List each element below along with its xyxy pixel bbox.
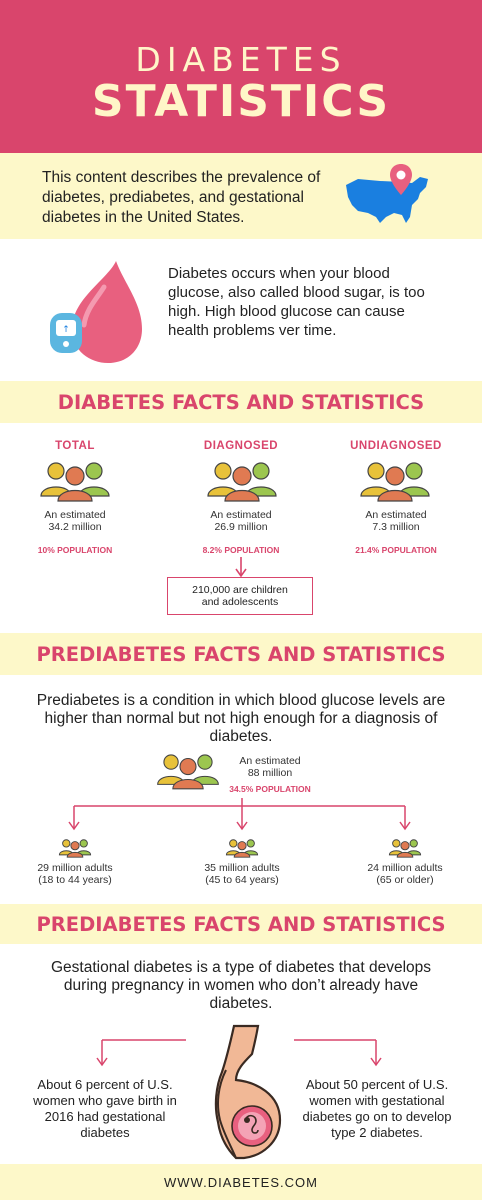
pregnant-woman-icon [214, 1024, 282, 1160]
estimate-line1: An estimated [365, 509, 427, 521]
column-label: UNDIAGNOSED [350, 440, 442, 452]
age-group-18-44: 29 million adults (18 to 44 years) [10, 862, 140, 886]
gestational-facts-title: PREDIABETES FACTS AND STATISTICS [36, 913, 446, 936]
age-group-line2: (18 to 44 years) [38, 874, 112, 886]
prediabetes-facts-header: PREDIABETES FACTS AND STATISTICS [0, 633, 482, 675]
column-label: DIAGNOSED [203, 440, 279, 452]
people-group-icon [360, 462, 430, 502]
arrow-down-icon [235, 557, 247, 578]
population-diagnosed: 8.2% POPULATION [202, 545, 280, 555]
blood-drop-icon [72, 261, 142, 363]
svg-text:↑: ↑ [62, 325, 70, 335]
column-label: TOTAL [55, 440, 95, 452]
people-group-icon [388, 839, 422, 858]
estimate-line2: 26.9 million [214, 521, 268, 533]
children-note-line2: and adolescents [201, 596, 279, 608]
prediabetes-estimate: An estimated 88 million [222, 755, 318, 779]
age-group-line1: 35 million adults [204, 862, 280, 874]
age-group-45-64: 35 million adults (45 to 64 years) [177, 862, 307, 886]
definition-section: ↑ Diabetes occurs when your blood glucos… [0, 239, 482, 379]
prediabetes-population: 34.5% POPULATION [229, 784, 311, 794]
title-bottom: STATISTICS [91, 76, 391, 127]
gestational-right-text: About 50 percent of U.S. women with gest… [302, 1077, 452, 1140]
population-undiagnosed-wrap: 21.4% POPULATION [326, 545, 466, 555]
people-group-icon [58, 839, 92, 858]
usa-map-icon [346, 177, 428, 223]
estimate-line2: 88 million [247, 767, 293, 779]
estimate-undiagnosed: An estimated 7.3 million [326, 509, 466, 533]
intro-text: This content describes the prevalence of… [42, 169, 321, 226]
header-banner: DIABETES STATISTICS [0, 0, 482, 153]
definition-text: Diabetes occurs when your blood glucose,… [168, 265, 425, 339]
children-note-line1: 210,000 are children [192, 584, 288, 596]
estimate-line1: An estimated [44, 509, 106, 521]
branch-connector [68, 798, 411, 831]
age-group-line1: 29 million adults [37, 862, 113, 874]
gestational-left-text: About 6 percent of U.S. women who gave b… [33, 1077, 177, 1140]
diabetes-facts-header: DIABETES FACTS AND STATISTICS [0, 381, 482, 423]
intro-section: This content describes the prevalence of… [0, 153, 482, 239]
diabetes-facts-title: DIABETES FACTS AND STATISTICS [57, 391, 425, 414]
people-group-icon [40, 462, 110, 502]
estimate-line2: 7.3 million [372, 521, 420, 533]
column-undiagnosed: UNDIAGNOSED [326, 440, 466, 452]
prediabetes-description: Prediabetes is a condition in which bloo… [36, 692, 446, 745]
estimate-line2: 34.2 million [48, 521, 102, 533]
population-diagnosed-wrap: 8.2% POPULATION [171, 545, 311, 555]
age-group-line2: (45 to 64 years) [205, 874, 279, 886]
footer: WWW.DIABETES.COM [0, 1164, 482, 1200]
column-total: TOTAL [5, 440, 145, 452]
estimate-total: An estimated 34.2 million [5, 509, 145, 533]
people-group-icon [225, 839, 259, 858]
people-group-icon [207, 462, 277, 502]
gestational-facts-header: PREDIABETES FACTS AND STATISTICS [0, 904, 482, 944]
gestational-description: Gestational diabetes is a type of diabet… [51, 959, 431, 1012]
right-connector [294, 1039, 382, 1067]
population-total: 10% POPULATION [37, 545, 113, 555]
prediabetes-facts-title: PREDIABETES FACTS AND STATISTICS [36, 643, 446, 666]
estimate-line1: An estimated [210, 509, 272, 521]
estimate-line1: An estimated [239, 755, 301, 767]
age-group-65-plus: 24 million adults (65 or older) [340, 862, 470, 886]
title-top: DIABETES [135, 40, 347, 79]
left-connector [96, 1039, 186, 1067]
population-total-wrap: 10% POPULATION [5, 545, 145, 555]
footer-website-link[interactable]: WWW.DIABETES.COM [164, 1175, 318, 1190]
location-pin-icon [390, 164, 412, 195]
age-group-line2: (65 or older) [376, 874, 434, 886]
children-note-box: 210,000 are children and adolescents [167, 577, 313, 615]
age-group-line1: 24 million adults [367, 862, 443, 874]
population-undiagnosed: 21.4% POPULATION [355, 545, 437, 555]
people-group-icon [157, 754, 219, 790]
glucose-meter-icon: ↑ [50, 313, 82, 353]
column-diagnosed: DIAGNOSED [171, 440, 311, 452]
estimate-diagnosed: An estimated 26.9 million [171, 509, 311, 533]
